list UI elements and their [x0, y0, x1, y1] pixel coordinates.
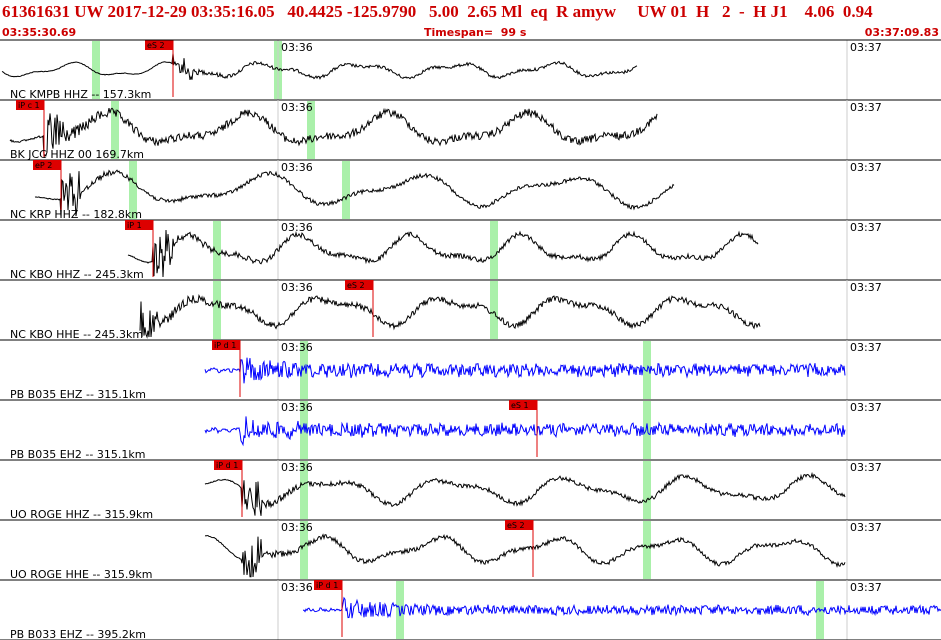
seismogram-trace[interactable]	[302, 596, 941, 619]
pick-window-shade	[643, 461, 651, 519]
seismogram-trace[interactable]	[139, 294, 761, 339]
time-tick-label: 03:36	[281, 41, 313, 54]
station-channel-label: PB B033 EHZ -- 395.2km	[10, 628, 146, 640]
seismogram-trace[interactable]	[204, 416, 846, 447]
pick-flag-label: eS 2	[507, 521, 525, 530]
pick-window-shade	[300, 341, 308, 399]
time-tick-label: 03:36	[281, 461, 313, 474]
station-channel-label: PB B035 EHZ -- 315.1km	[10, 388, 146, 401]
station-channel-label: NC KMPB HHZ -- 157.3km	[10, 88, 151, 101]
pick-window-shade	[129, 161, 137, 219]
pick-flag[interactable]	[345, 280, 373, 290]
pick-flag[interactable]	[145, 40, 173, 50]
pick-flag-label: iP d 1	[216, 461, 238, 470]
time-tick-label: 03:37	[850, 521, 882, 534]
time-tick-label: 03:36	[281, 521, 313, 534]
pick-window-shade	[300, 521, 308, 579]
station-channel-label: BK JCC HHZ 00 169.7km	[10, 148, 144, 161]
pick-window-shade	[396, 581, 404, 639]
pick-window-shade	[300, 401, 308, 459]
pick-window-shade	[490, 281, 498, 339]
event-header: 61361631 UW 2017-12-29 03:35:16.05 40.44…	[0, 0, 941, 40]
pick-flag[interactable]	[212, 340, 240, 350]
pick-window-shade	[342, 161, 350, 219]
time-tick-label: 03:36	[281, 101, 313, 114]
time-tick-label: 03:37	[850, 341, 882, 354]
pick-flag-label: eS 1	[511, 401, 529, 410]
station-channel-label: PB B035 EH2 -- 315.1km	[10, 448, 145, 461]
pick-flag-label: eS 2	[347, 281, 365, 290]
seismogram-trace[interactable]	[204, 471, 846, 516]
seismogram-trace[interactable]	[1, 53, 638, 81]
timespan-label: Timespan= 99 s	[424, 26, 527, 39]
pick-flag-label: iP 1	[127, 221, 142, 230]
pick-flag[interactable]	[125, 220, 153, 230]
time-tick-label: 03:37	[850, 101, 882, 114]
pick-window-shade	[300, 461, 308, 519]
pick-window-shade	[92, 41, 100, 99]
pick-window-shade	[111, 101, 119, 159]
time-tick-label: 03:37	[850, 221, 882, 234]
time-tick-label: 03:36	[281, 161, 313, 174]
pick-window-shade	[490, 221, 498, 279]
window-start-time: 03:35:30.69	[2, 26, 77, 39]
pick-flag[interactable]	[314, 580, 342, 590]
pick-window-shade	[307, 101, 315, 159]
pick-window-shade	[643, 401, 651, 459]
pick-flag[interactable]	[505, 520, 533, 530]
time-tick-label: 03:36	[281, 401, 313, 414]
time-tick-label: 03:37	[850, 281, 882, 294]
station-channel-label: UO ROGE HHZ -- 315.9km	[10, 508, 153, 521]
time-tick-label: 03:36	[281, 581, 313, 594]
time-tick-label: 03:36	[281, 221, 313, 234]
station-channel-label: UO ROGE HHE -- 315.9km	[10, 568, 152, 581]
time-tick-label: 03:36	[281, 281, 313, 294]
pick-window-shade	[213, 221, 221, 279]
seismogram-trace[interactable]	[34, 169, 675, 218]
seismogram-trace[interactable]	[204, 357, 846, 384]
station-channel-label: NC KBO HHE -- 245.3km	[10, 328, 143, 341]
time-tick-label: 03:37	[850, 461, 882, 474]
time-tick-label: 03:37	[850, 581, 882, 594]
time-tick-label: 03:37	[850, 401, 882, 414]
pick-flag-label: iP c 1	[18, 101, 40, 110]
time-tick-label: 03:37	[850, 41, 882, 54]
time-tick-label: 03:36	[281, 341, 313, 354]
event-summary-line: 61361631 UW 2017-12-29 03:35:16.05 40.44…	[2, 2, 873, 21]
pick-flag[interactable]	[33, 160, 61, 170]
station-channel-label: NC KRP HHZ -- 182.8km	[10, 208, 142, 221]
pick-flag[interactable]	[214, 460, 242, 470]
pick-flag[interactable]	[16, 100, 44, 110]
seismogram-trace[interactable]	[9, 107, 658, 158]
pick-flag-label: eS 2	[147, 41, 165, 50]
window-end-time: 03:37:09.83	[864, 26, 939, 39]
pick-window-shade	[643, 521, 651, 579]
seismogram-trace[interactable]	[204, 533, 846, 578]
pick-flag-label: eP 2	[35, 161, 52, 170]
pick-flag-label: iP d 1	[214, 341, 236, 350]
pick-window-shade	[213, 281, 221, 339]
station-channel-label: NC KBO HHZ -- 245.3km	[10, 268, 144, 281]
pick-flag-label: iP d 1	[316, 581, 338, 590]
seismogram-trace[interactable]	[127, 229, 759, 278]
pick-flag[interactable]	[509, 400, 537, 410]
time-tick-label: 03:37	[850, 161, 882, 174]
